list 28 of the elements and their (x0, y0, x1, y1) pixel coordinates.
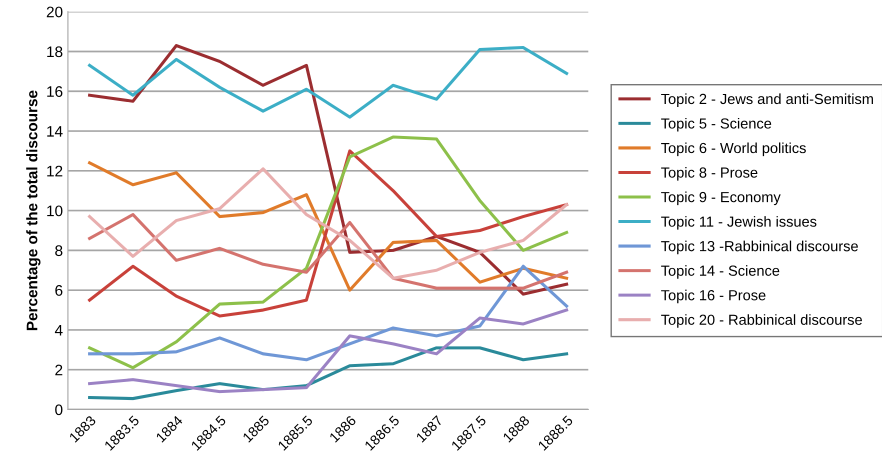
y-axis-title: Percentage of the total discourse (26, 90, 41, 330)
legend-label: Topic 2 - Jews and anti-Semitism (661, 93, 873, 108)
line-series (88, 264, 568, 362)
line-series (88, 213, 568, 290)
line-series (88, 308, 568, 394)
legend-label: Topic 16 - Prose (661, 290, 766, 304)
legend-label: Topic 6 - World politics (661, 142, 806, 156)
line-series (88, 46, 568, 119)
line-series (88, 135, 568, 370)
y-tick-label: 10 (47, 205, 62, 216)
y-tick-label: 0 (55, 404, 62, 416)
legend-label: Topic 5 - Science (661, 118, 772, 132)
y-tick-label: 18 (47, 46, 62, 58)
line-series (88, 149, 568, 318)
y-tick-label: 2 (55, 364, 62, 376)
y-tick-label: 6 (55, 285, 62, 296)
legend-label: Topic 8 - Prose (661, 167, 758, 181)
y-tick-label: 4 (54, 324, 63, 336)
y-tick-label: 14 (47, 126, 63, 137)
y-tick-label: 16 (47, 86, 62, 97)
legend-label: Topic 9 - Economy (661, 192, 781, 206)
legend-label: Topic 20 - Rabbinical discourse (661, 314, 862, 328)
legend-label: Topic 14 - Science (661, 265, 780, 279)
legend-label: Topic 13 -Rabbinical discourse (661, 240, 858, 254)
y-tick-label: 8 (55, 245, 62, 256)
y-tick-label: 12 (47, 166, 62, 176)
legend-label: Topic 11 - Jewish issues (661, 216, 816, 230)
y-tick-label: 20 (46, 6, 62, 18)
